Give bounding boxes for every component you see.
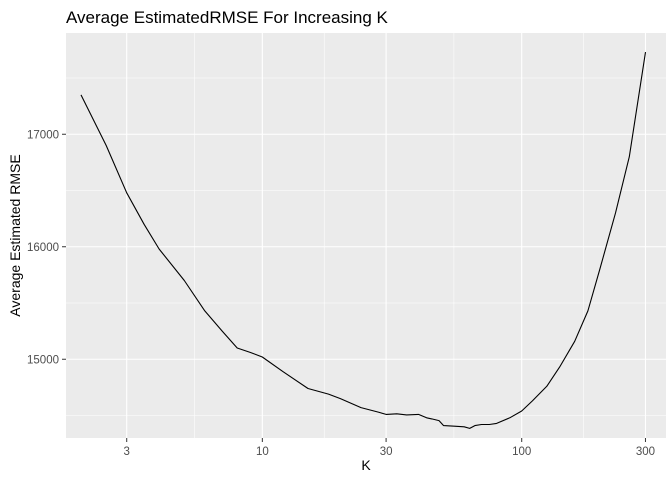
major-gridlines [66, 33, 666, 438]
chart-title: Average EstimatedRMSE For Increasing K [66, 8, 389, 27]
x-tick-label: 100 [512, 446, 531, 458]
minor-gridlines [66, 33, 666, 438]
x-tick-label: 300 [636, 446, 655, 458]
y-tick-label: 17000 [27, 129, 59, 141]
y-axis-title: Average Estimated RMSE [7, 154, 23, 316]
series-lines [80, 52, 647, 429]
y-tick-label: 15000 [27, 354, 59, 366]
x-tick-label: 30 [380, 446, 393, 458]
y-tick-label: 16000 [27, 242, 59, 254]
x-tick-label: 3 [124, 446, 130, 458]
x-tick-label: 10 [256, 446, 269, 458]
plot-panel [66, 33, 666, 438]
axis-ticks [62, 133, 646, 442]
rmse-series-line [80, 52, 647, 429]
x-axis-title: K [361, 457, 371, 473]
tick-labels: 3 10 30 100 300 15000 16000 17000 [27, 129, 655, 458]
